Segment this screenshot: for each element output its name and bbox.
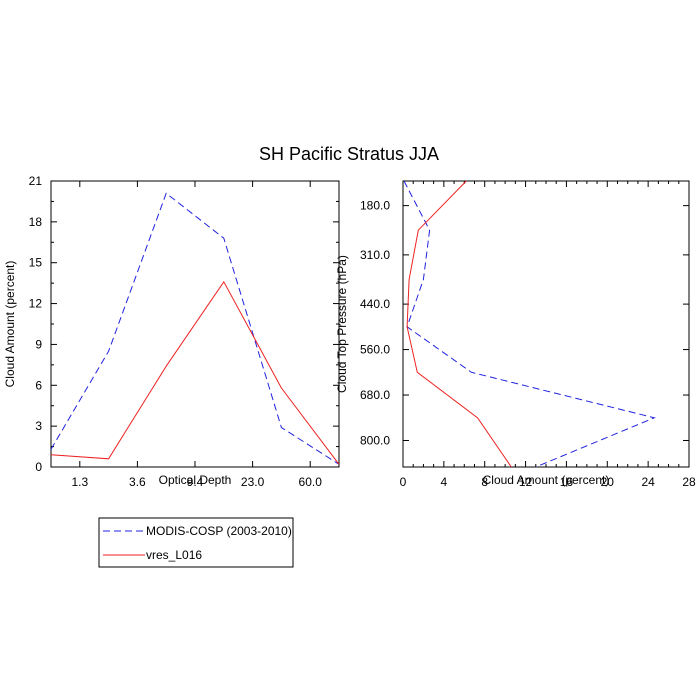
right-x-tick-label: 20 (601, 475, 615, 489)
left-y-tick-label: 18 (29, 215, 43, 229)
right-y-tick-label: 800.0 (360, 433, 390, 447)
pressure-panel: 0 4 8 12 16 20 24 28 180.0 310.0 440.0 560.0 680.0 80… (335, 180, 696, 489)
right-y-tick-label: 560.0 (360, 343, 390, 357)
left-x-tick-label: 23.0 (241, 475, 265, 489)
chart-title: SH Pacific Stratus JJA (259, 144, 439, 164)
right-y-axis-label: Cloud Top Pressure (hPa) (335, 255, 349, 393)
left-y-tick-label: 21 (29, 174, 43, 188)
left-y-tick-label: 0 (35, 460, 42, 474)
left-series-line-modis (50, 192, 340, 465)
right-y-tick-label: 310.0 (360, 248, 390, 262)
right-x-tick-label: 0 (400, 475, 407, 489)
right-series-line-modis (403, 180, 656, 468)
left-y-tick-label: 12 (29, 297, 43, 311)
left-series-line-model (50, 280, 340, 465)
right-x-axis-label: Cloud Amount (percent) (483, 473, 610, 487)
left-y-tick-label: 3 (35, 419, 42, 433)
left-y-axis-label: Cloud Amount (percent) (3, 261, 17, 388)
right-x-tick-label: 8 (481, 475, 488, 489)
legend-label-model: vres_L016 (146, 548, 202, 562)
right-plot-frame (402, 180, 690, 468)
left-y-tick-label: 6 (35, 378, 42, 392)
left-y-tick-label: 9 (35, 337, 42, 351)
right-series-line-model (406, 180, 512, 468)
right-y-tick-label: 680.0 (360, 388, 390, 402)
optical-depth-panel: 0 3 6 9 12 15 18 21 1.3 3.6 9.4 23.0 60.0 Optical Dep… (3, 174, 340, 489)
legend: MODIS-COSP (2003-2010) vres_L016 (98, 517, 294, 568)
right-y-tick-label: 440.0 (360, 297, 390, 311)
left-y-tick-label: 15 (29, 256, 43, 270)
legend-box (98, 517, 294, 568)
right-x-tick-label: 12 (519, 475, 533, 489)
legend-label-modis: MODIS-COSP (2003-2010) (146, 524, 292, 538)
left-x-tick-label: 1.3 (71, 475, 88, 489)
right-x-tick-label: 28 (682, 475, 696, 489)
right-x-tick-label: 4 (441, 475, 448, 489)
left-x-tick-label: 3.6 (129, 475, 146, 489)
left-x-tick-label: 9.4 (187, 475, 204, 489)
right-x-tick-label: 24 (641, 475, 655, 489)
left-x-axis-label: Optical Depth (159, 473, 232, 487)
right-y-tick-label: 180.0 (360, 199, 390, 213)
right-x-tick-label: 16 (560, 475, 574, 489)
left-x-tick-label: 60.0 (299, 475, 323, 489)
